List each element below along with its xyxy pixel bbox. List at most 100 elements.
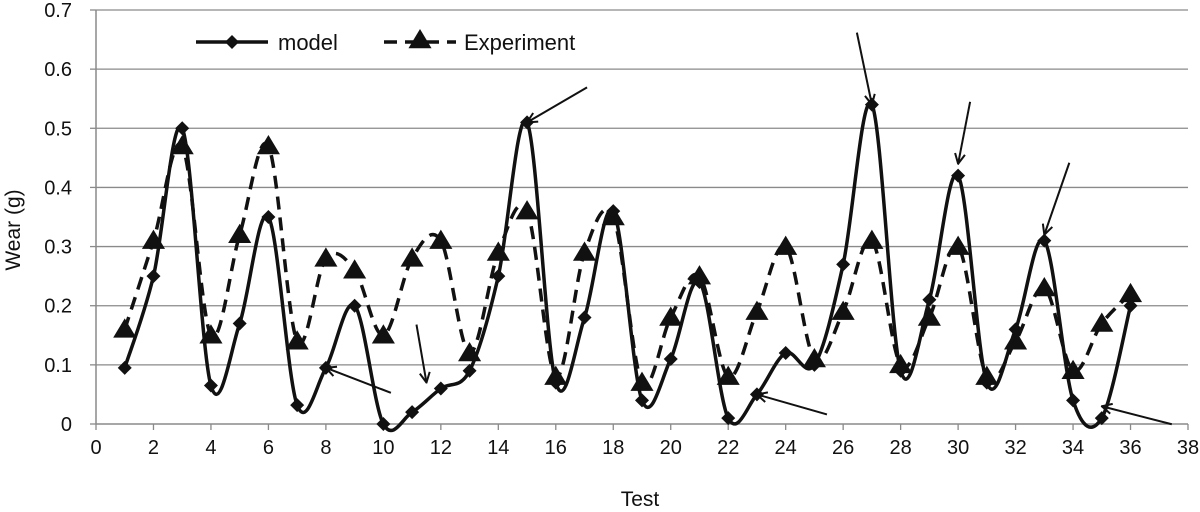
data-point-model <box>203 378 218 393</box>
data-point-experiment <box>917 306 941 326</box>
data-point-experiment <box>831 300 855 320</box>
x-tick-label: 0 <box>90 437 101 459</box>
series-line-experiment <box>123 141 1132 388</box>
x-tick-label: 16 <box>545 437 567 459</box>
gridlines <box>96 9 1188 366</box>
data-point-model <box>979 375 994 390</box>
data-point-experiment <box>860 229 884 249</box>
x-tick-label: 22 <box>717 437 739 459</box>
data-point-experiment <box>1090 312 1114 332</box>
data-point-model <box>778 346 793 361</box>
x-tick-label: 30 <box>947 437 969 459</box>
annotations <box>326 32 1173 426</box>
data-point-experiment <box>774 235 798 255</box>
series <box>113 97 1143 433</box>
axes: 0 2 4 6 8 10 12 14 16 18 20 22 24 26 28 30 32 34 36 3800.10… <box>44 0 1199 459</box>
data-point-model <box>232 316 247 331</box>
data-point-experiment <box>975 365 999 385</box>
annotation-arrow <box>527 86 588 122</box>
x-tick-label: 10 <box>372 437 394 459</box>
x-tick-label: 12 <box>430 437 452 459</box>
y-tick-label: 0.2 <box>44 296 72 318</box>
x-tick-label: 18 <box>602 437 624 459</box>
legend-marker-experiment <box>408 29 432 49</box>
x-tick-label: 14 <box>487 437 509 459</box>
data-point-model <box>663 351 678 366</box>
data-point-experiment <box>716 365 740 385</box>
annotation-arrow <box>757 394 828 416</box>
data-point-model <box>290 398 305 413</box>
annotation-arrow <box>1102 406 1173 426</box>
data-point-experiment <box>228 223 252 243</box>
data-point-model <box>491 269 506 284</box>
annotation-arrow <box>855 32 872 105</box>
data-point-model <box>807 357 822 372</box>
data-point-model <box>433 381 448 396</box>
data-point-model <box>1094 411 1109 426</box>
data-point-model <box>1008 322 1023 337</box>
data-point-model <box>117 360 132 375</box>
x-tick-label: 8 <box>320 437 331 459</box>
data-point-model <box>405 405 420 420</box>
annotation-arrow <box>415 324 426 383</box>
data-point-model <box>462 363 477 378</box>
legend-marker-model <box>225 35 239 49</box>
data-point-model <box>1123 298 1138 313</box>
data-point-model <box>836 257 851 272</box>
data-point-experiment <box>1118 282 1143 303</box>
data-point-model <box>261 210 276 224</box>
legend-item-experiment: Experiment <box>384 29 575 55</box>
data-point-model <box>721 411 736 426</box>
data-point-experiment <box>687 265 712 285</box>
x-tick-label: 26 <box>832 437 854 459</box>
y-tick-label: 0.6 <box>44 59 72 81</box>
series-model <box>117 97 1138 433</box>
y-tick-label: 0.3 <box>44 237 72 259</box>
x-tick-label: 28 <box>890 437 912 459</box>
x-tick-label: 2 <box>148 437 159 459</box>
annotation-arrow <box>1044 162 1071 235</box>
data-point-experiment <box>371 324 395 344</box>
series-experiment <box>113 135 1143 391</box>
data-point-model <box>347 298 362 313</box>
data-point-experiment <box>113 318 137 338</box>
legend-item-model: model <box>196 30 338 55</box>
data-point-experiment <box>745 300 769 320</box>
data-point-model <box>175 121 190 136</box>
legend-label-model: model <box>278 30 338 55</box>
data-point-model <box>548 375 563 390</box>
x-axis-title: Test <box>621 488 660 511</box>
data-point-model <box>376 417 391 431</box>
y-tick-label: 0.5 <box>44 118 72 140</box>
data-point-experiment <box>572 241 597 261</box>
data-point-experiment <box>659 306 683 326</box>
data-point-experiment <box>429 229 453 249</box>
data-point-experiment <box>343 259 367 279</box>
data-point-experiment <box>285 330 309 350</box>
data-point-model <box>606 204 621 219</box>
legend: model Experiment <box>196 29 575 55</box>
x-tick-label: 32 <box>1004 437 1026 459</box>
data-point-model <box>951 168 966 183</box>
x-tick-label: 20 <box>660 437 682 459</box>
data-point-model <box>893 363 908 378</box>
data-point-model <box>635 393 649 408</box>
y-tick-label: 0 <box>61 414 72 436</box>
y-tick-label: 0.4 <box>44 177 72 199</box>
data-point-experiment <box>630 371 654 391</box>
data-point-experiment <box>515 200 539 220</box>
x-tick-label: 4 <box>205 437 216 459</box>
data-point-model <box>1037 233 1052 248</box>
legend-label-experiment: Experiment <box>464 30 575 55</box>
data-point-model <box>146 269 161 284</box>
data-point-model <box>577 310 592 325</box>
data-point-experiment <box>400 247 424 267</box>
data-point-experiment <box>1032 276 1056 297</box>
x-tick-label: 6 <box>263 437 274 459</box>
data-point-experiment <box>486 241 510 261</box>
y-axis-title: Wear (g) <box>2 189 25 270</box>
data-point-model <box>922 292 937 307</box>
annotation-arrow <box>958 101 972 164</box>
x-tick-label: 24 <box>775 437 797 459</box>
